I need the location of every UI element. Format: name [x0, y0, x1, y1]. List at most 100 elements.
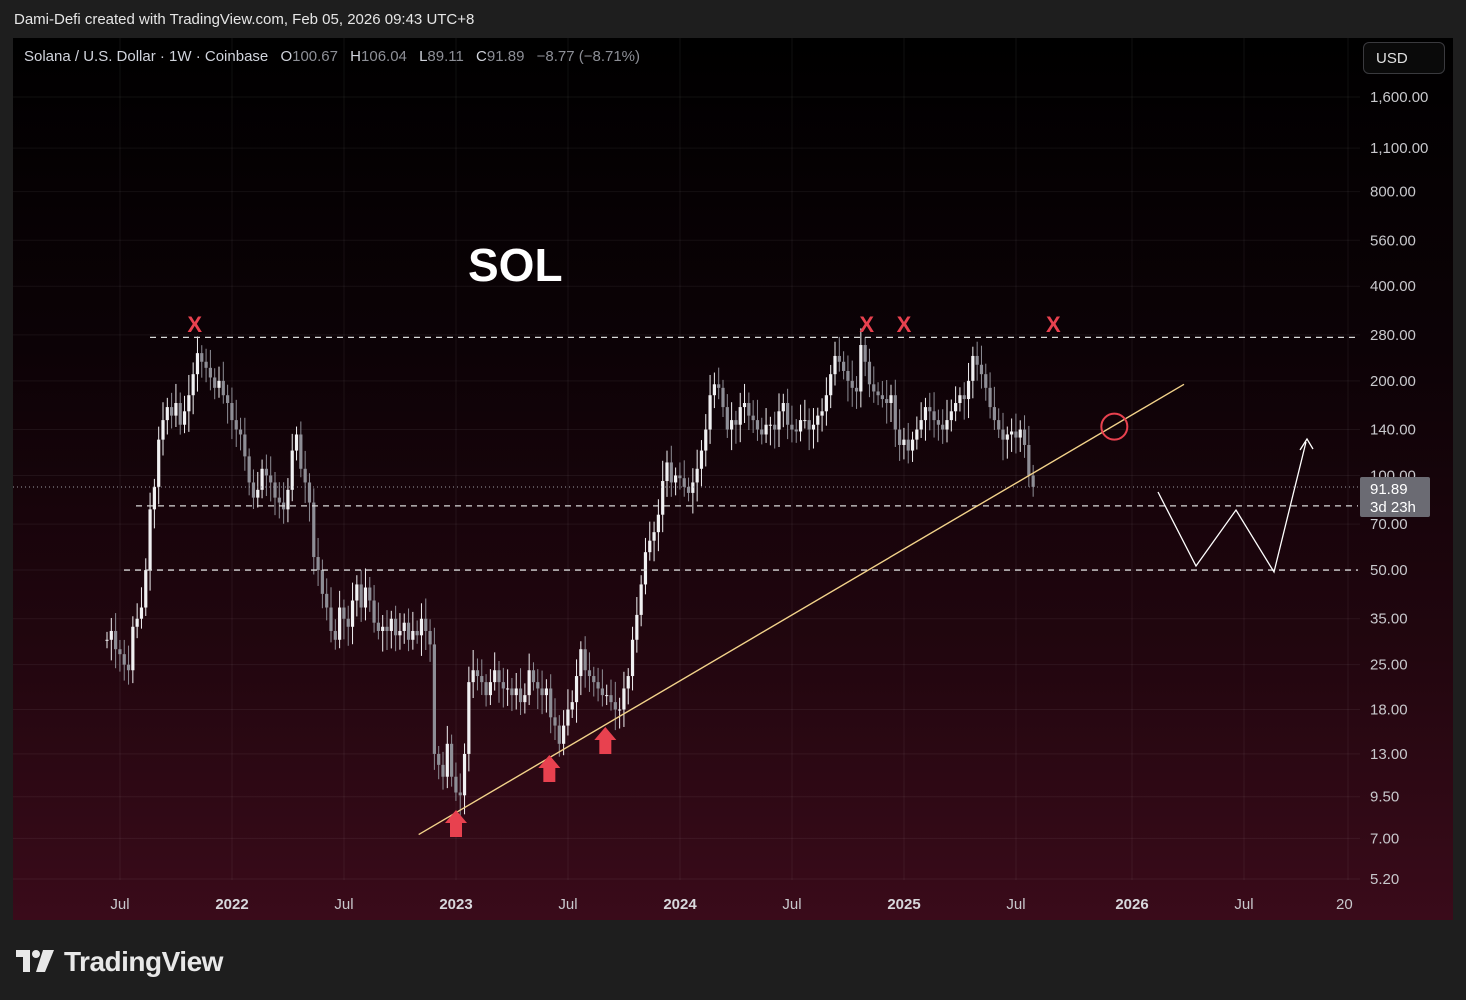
support-arrow-icon — [445, 810, 467, 837]
candle-body — [562, 725, 566, 744]
candlestick-series — [105, 328, 1035, 816]
candle-body — [105, 639, 109, 641]
tradingview-brand[interactable]: TradingView — [64, 946, 223, 977]
candle-body — [553, 717, 557, 726]
candle-body — [445, 743, 449, 777]
candle-body — [226, 395, 230, 404]
symbol-name[interactable]: Solana / U.S. Dollar · 1W · Coinbase — [24, 48, 269, 65]
candle-body — [243, 434, 247, 457]
y-tick-label: 50.00 — [1370, 562, 1408, 579]
candle-body — [820, 411, 824, 416]
candle-body — [1014, 431, 1018, 438]
candle-body — [514, 688, 518, 696]
candle-body — [510, 688, 514, 696]
candle-body — [674, 475, 678, 483]
open-label: O — [280, 48, 293, 65]
candle-body — [764, 424, 768, 435]
support-arrow-icon — [538, 755, 561, 782]
low-value: 89.11 — [427, 48, 464, 65]
y-tick-label: 70.00 — [1370, 516, 1408, 533]
candle-body — [109, 630, 113, 640]
y-tick-label: 1,100.00 — [1370, 140, 1428, 157]
candle-body — [755, 420, 760, 430]
candle-body — [531, 670, 536, 683]
candle-body — [316, 557, 320, 571]
candle-body — [583, 649, 587, 671]
candle-body — [747, 403, 751, 416]
current-price-label: 91.89 — [1370, 481, 1408, 498]
candle-body — [915, 429, 919, 440]
y-tick-label: 560.00 — [1370, 232, 1416, 249]
currency-button[interactable]: USD — [1363, 42, 1445, 74]
low-label: L — [419, 48, 428, 65]
candle-body — [549, 688, 553, 718]
candle-body — [144, 570, 148, 608]
candle-body — [269, 475, 273, 483]
candle-body — [829, 374, 833, 396]
footer: TradingView — [0, 920, 1466, 1000]
candle-body — [350, 600, 355, 627]
candle-body — [174, 403, 178, 416]
candle-body — [906, 439, 910, 451]
projection-arrowhead-icon — [1299, 437, 1314, 451]
candle-body — [290, 450, 294, 490]
candle-body — [170, 407, 174, 416]
candle-body — [484, 682, 488, 696]
candle-body — [824, 395, 828, 412]
candle-body — [363, 587, 368, 608]
candle-body — [725, 407, 729, 430]
candle-body — [355, 584, 359, 601]
candle-body — [997, 420, 1001, 430]
candle-body — [682, 478, 686, 487]
high-value: 106.04 — [361, 48, 407, 65]
candle-body — [381, 626, 385, 631]
candle-body — [859, 345, 863, 392]
candle-body — [639, 584, 643, 615]
candle-body — [837, 355, 841, 362]
candle-body — [949, 411, 953, 421]
candle-body — [695, 468, 699, 483]
candle-body — [221, 380, 225, 396]
x-tick-label: 20 — [1336, 896, 1353, 913]
candle-body — [114, 630, 118, 650]
candle-body — [811, 424, 816, 430]
candle-body — [342, 607, 346, 619]
candle-body — [669, 462, 673, 483]
candle-body — [165, 407, 169, 421]
candle-body — [294, 434, 299, 451]
candle-body — [842, 361, 846, 371]
candle-body — [712, 384, 716, 396]
candle-body — [277, 497, 281, 503]
x-tick-label: 2026 — [1115, 896, 1148, 913]
candle-body — [600, 688, 604, 696]
candle-body — [734, 420, 738, 425]
candle-body — [432, 644, 436, 754]
candle-body — [346, 618, 350, 627]
candle-body — [605, 695, 609, 697]
tradingview-logo-icon[interactable] — [16, 950, 56, 974]
x-tick-label: 2023 — [439, 896, 472, 913]
candle-body — [1031, 475, 1035, 487]
candle-body — [454, 776, 458, 793]
candle-body — [402, 622, 406, 631]
candle-body — [622, 688, 626, 710]
candle-body — [587, 670, 592, 677]
y-tick-label: 280.00 — [1370, 327, 1416, 344]
candle-body — [213, 377, 217, 388]
candle-body — [652, 532, 656, 541]
candle-body — [979, 364, 984, 375]
candle-body — [329, 607, 333, 631]
candle-body — [148, 509, 152, 571]
candle-body — [962, 395, 966, 400]
candle-body — [437, 753, 441, 765]
candle-body — [152, 486, 156, 510]
candle-body — [936, 420, 940, 425]
candle-body — [238, 429, 243, 435]
candle-body — [704, 429, 708, 451]
candle-body — [419, 618, 424, 636]
candle-body — [803, 420, 807, 422]
candle-body — [234, 420, 238, 430]
candle-body — [161, 420, 165, 440]
candle-body — [333, 630, 337, 640]
